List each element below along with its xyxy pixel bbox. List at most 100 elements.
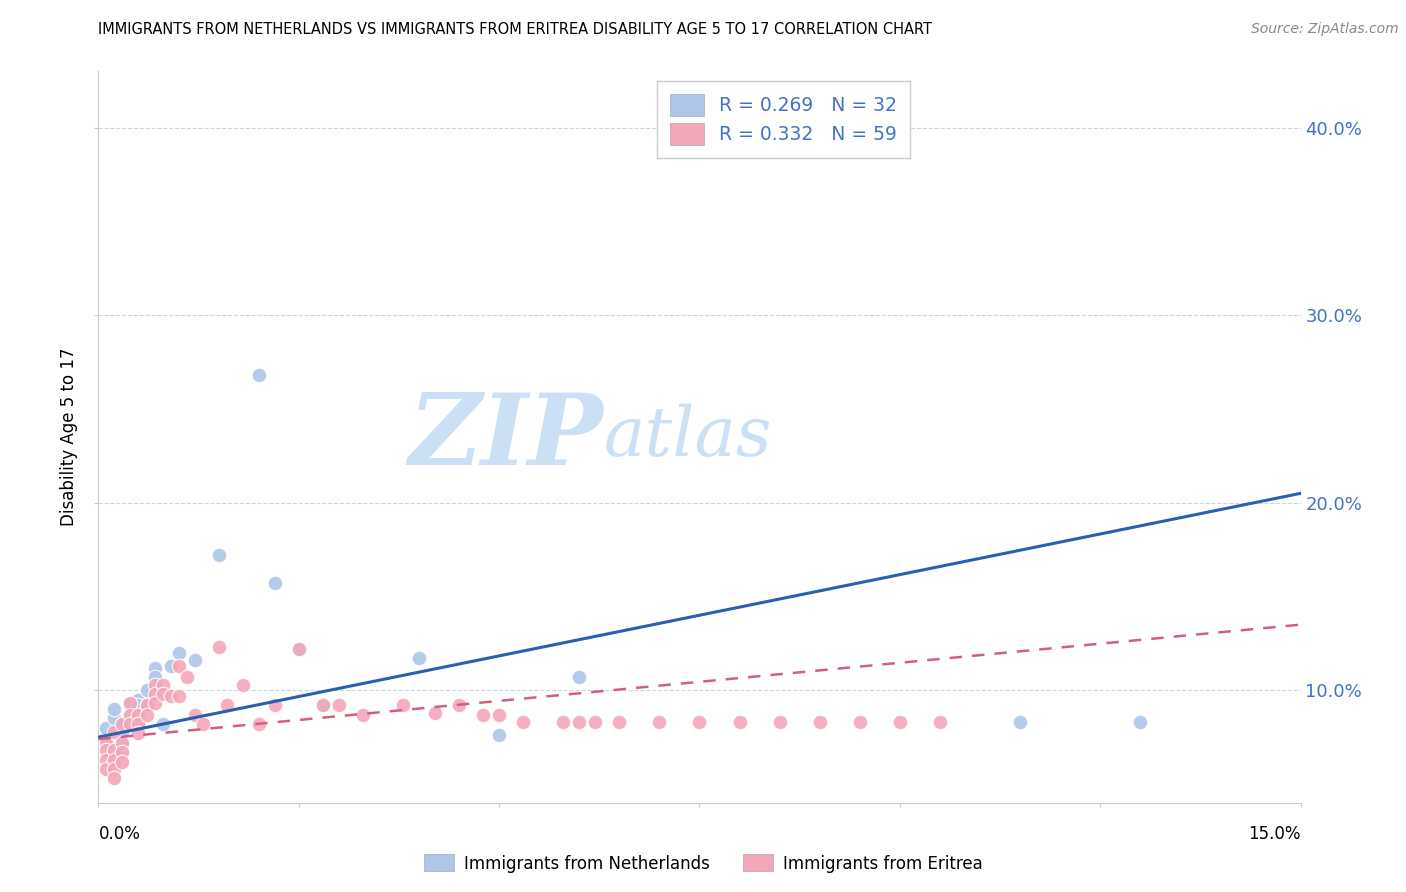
Point [128,717,150,731]
Point [135,707,157,722]
Point [135,698,157,713]
Legend: R = 0.269   N = 32, R = 0.332   N = 59: R = 0.269 N = 32, R = 0.332 N = 59 [657,81,910,158]
Point [128,698,150,713]
Point [128,717,150,731]
Point [263,698,285,713]
Point [167,646,190,660]
Point [447,698,470,713]
Point [512,715,534,730]
Point [128,707,150,722]
Point [159,689,181,703]
Point [96,721,118,735]
Point [96,743,118,757]
Point [352,707,374,722]
Point [128,726,150,740]
Point [183,707,205,722]
Text: atlas: atlas [603,404,772,470]
Point [143,687,166,701]
Point [152,678,174,692]
Point [143,678,166,692]
Point [488,707,510,722]
Point [152,717,174,731]
Point [568,715,591,730]
Point [167,689,190,703]
Point [312,698,335,713]
Point [111,724,134,739]
Point [103,702,125,716]
Point [689,715,711,730]
Point [263,576,285,591]
Point [120,697,142,711]
Point [808,715,831,730]
Point [103,743,125,757]
Point [328,698,350,713]
Legend: Immigrants from Netherlands, Immigrants from Eritrea: Immigrants from Netherlands, Immigrants … [416,847,990,880]
Point [191,717,214,731]
Point [247,717,270,731]
Point [143,670,166,684]
Point [128,692,150,706]
Point [111,717,134,731]
Point [111,736,134,750]
Point [120,698,142,713]
Point [103,753,125,767]
Point [929,715,952,730]
Point [96,753,118,767]
Point [208,640,231,654]
Point [96,736,118,750]
Point [135,683,157,698]
Point [288,642,311,657]
Point [1010,715,1032,730]
Point [103,772,125,786]
Point [120,706,142,720]
Point [183,653,205,667]
Point [408,651,430,665]
Point [609,715,631,730]
Point [583,715,606,730]
Point [120,717,142,731]
Point [176,670,198,684]
Point [247,368,270,383]
Point [288,642,311,657]
Point [120,717,142,731]
Point [488,728,510,742]
Point [392,698,415,713]
Point [728,715,751,730]
Point [111,736,134,750]
Text: IMMIGRANTS FROM NETHERLANDS VS IMMIGRANTS FROM ERITREA DISABILITY AGE 5 TO 17 CO: IMMIGRANTS FROM NETHERLANDS VS IMMIGRANT… [98,22,932,37]
Point [152,687,174,701]
Point [553,715,575,730]
Point [568,670,591,684]
Point [111,745,134,759]
Point [208,548,231,562]
Point [889,715,911,730]
Point [96,730,118,744]
Text: 0.0%: 0.0% [98,825,141,843]
Y-axis label: Disability Age 5 to 17: Disability Age 5 to 17 [60,348,79,526]
Point [120,707,142,722]
Point [849,715,872,730]
Point [103,711,125,725]
Point [111,755,134,769]
Point [648,715,671,730]
Point [103,724,125,739]
Point [215,698,238,713]
Point [232,678,254,692]
Point [111,743,134,757]
Text: 15.0%: 15.0% [1249,825,1301,843]
Point [472,707,495,722]
Point [143,697,166,711]
Point [769,715,792,730]
Point [167,659,190,673]
Point [1129,715,1152,730]
Point [312,698,335,713]
Text: ZIP: ZIP [408,389,603,485]
Point [111,717,134,731]
Point [103,762,125,776]
Point [96,762,118,776]
Point [135,698,157,713]
Text: Source: ZipAtlas.com: Source: ZipAtlas.com [1251,22,1399,37]
Point [143,661,166,675]
Point [423,706,446,720]
Point [159,659,181,673]
